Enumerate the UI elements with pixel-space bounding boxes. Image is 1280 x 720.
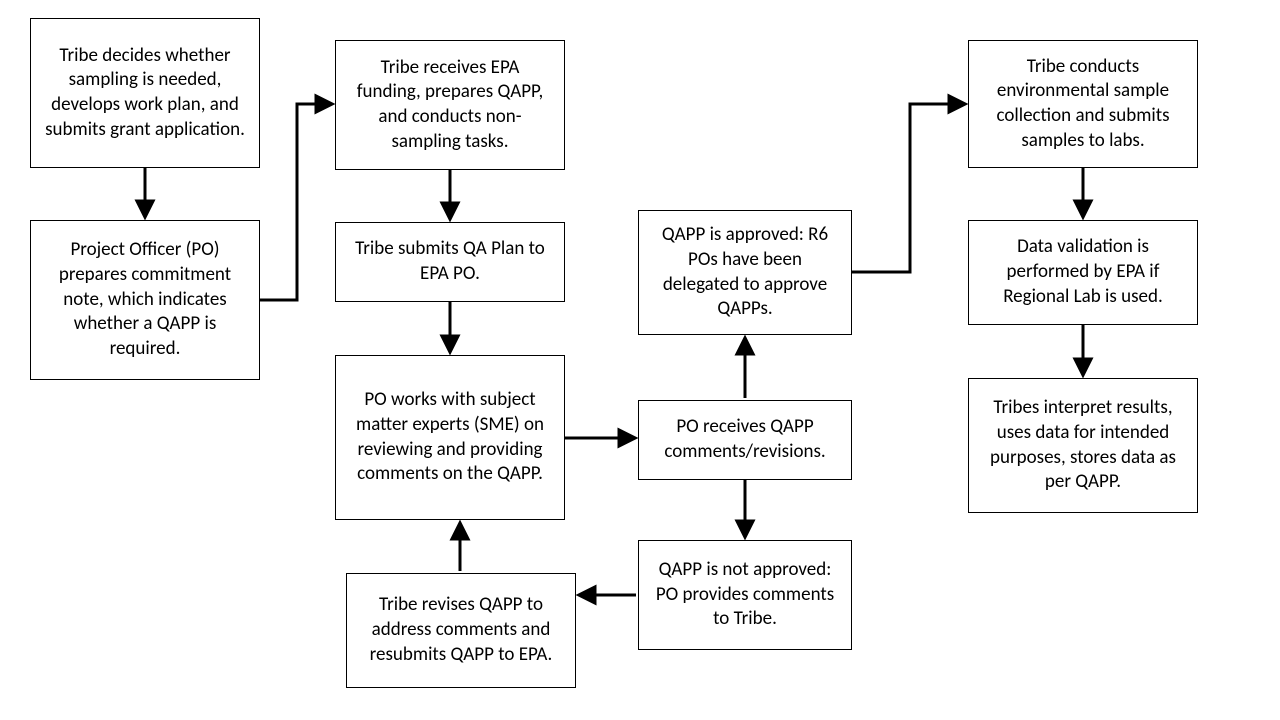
node-n9: QAPP is not approved: PO provides commen…: [638, 540, 852, 650]
node-n7: PO receives QAPP comments/revisions.: [638, 400, 852, 480]
node-text: Project Officer (PO) prepares commitment…: [45, 238, 245, 361]
node-text: Tribe revises QAPP to address comments a…: [361, 593, 561, 667]
node-text: QAPP is approved: R6 POs have been deleg…: [653, 223, 837, 322]
node-n11: Data validation is performed by EPA if R…: [968, 220, 1198, 325]
node-n3: Tribe receives EPA funding, prepares QAP…: [335, 40, 565, 170]
node-text: Tribe decides whether sampling is needed…: [45, 44, 245, 143]
node-text: Tribes interpret results, uses data for …: [983, 396, 1183, 495]
node-n12: Tribes interpret results, uses data for …: [968, 378, 1198, 513]
node-text: Tribe submits QA Plan to EPA PO.: [350, 237, 550, 286]
node-n4: Tribe submits QA Plan to EPA PO.: [335, 222, 565, 302]
node-n2: Project Officer (PO) prepares commitment…: [30, 220, 260, 380]
node-n10: Tribe conducts environmental sample coll…: [968, 40, 1198, 168]
node-n6: Tribe revises QAPP to address comments a…: [346, 573, 576, 688]
node-n1: Tribe decides whether sampling is needed…: [30, 18, 260, 168]
node-text: Tribe receives EPA funding, prepares QAP…: [350, 56, 550, 155]
node-text: Tribe conducts environmental sample coll…: [983, 55, 1183, 154]
node-text: PO receives QAPP comments/revisions.: [653, 415, 837, 464]
node-n5: PO works with subject matter experts (SM…: [335, 355, 565, 520]
node-text: Data validation is performed by EPA if R…: [983, 235, 1183, 309]
node-text: QAPP is not approved: PO provides commen…: [653, 558, 837, 632]
node-n8: QAPP is approved: R6 POs have been deleg…: [638, 210, 852, 335]
node-text: PO works with subject matter experts (SM…: [350, 388, 550, 487]
